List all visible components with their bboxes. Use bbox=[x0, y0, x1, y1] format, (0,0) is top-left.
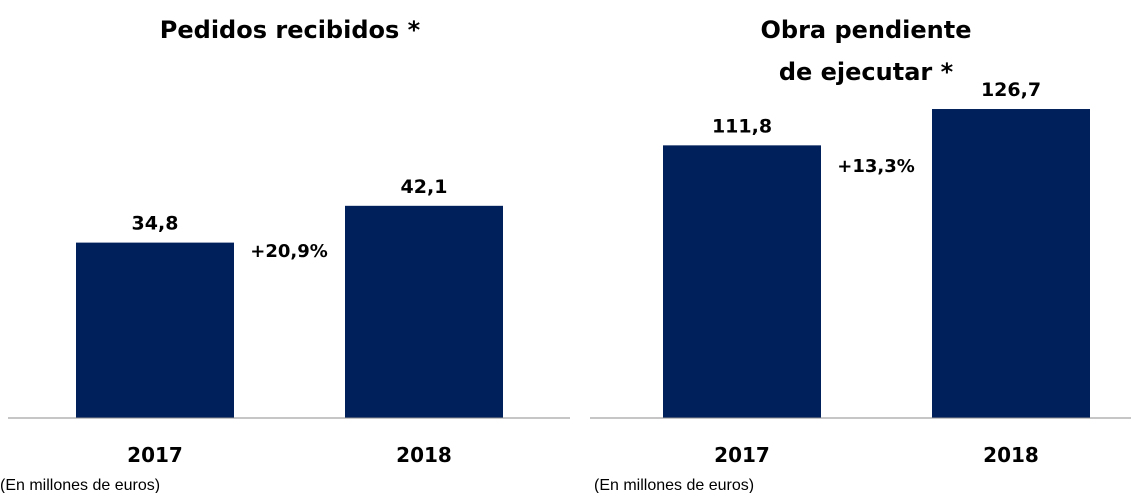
bar-2017 bbox=[663, 145, 821, 418]
unit-note: (En millones de euros) bbox=[594, 477, 754, 493]
bar-2017 bbox=[76, 242, 234, 418]
bar-2018 bbox=[932, 109, 1090, 419]
data-label-2017: 34,8 bbox=[132, 213, 179, 235]
unit-note: (En millones de euros) bbox=[0, 477, 160, 493]
x-tick-label-2017: 2017 bbox=[714, 443, 770, 467]
data-label-2018: 42,1 bbox=[401, 176, 448, 198]
x-tick-label-2018: 2018 bbox=[983, 443, 1039, 467]
x-tick-label-2018: 2018 bbox=[396, 443, 452, 467]
x-tick-label-2017: 2017 bbox=[127, 443, 183, 467]
growth-annotation: +13,3% bbox=[837, 156, 915, 177]
chart-title-line: Obra pendiente bbox=[760, 16, 971, 44]
data-label-2018: 126,7 bbox=[981, 79, 1041, 101]
bar-2018 bbox=[345, 205, 503, 418]
chart-title-line: de ejecutar * bbox=[779, 58, 954, 86]
chart-title-line: Pedidos recibidos * bbox=[160, 16, 421, 44]
data-label-2017: 111,8 bbox=[712, 115, 772, 137]
chart-pedidos: Pedidos recibidos * 34,8 2017 42,1 2018 +20,9… bbox=[0, 16, 570, 493]
growth-annotation: +20,9% bbox=[250, 241, 328, 262]
chart-obra: Obra pendiente de ejecutar * 111,8 2017 126,… bbox=[590, 16, 1131, 493]
